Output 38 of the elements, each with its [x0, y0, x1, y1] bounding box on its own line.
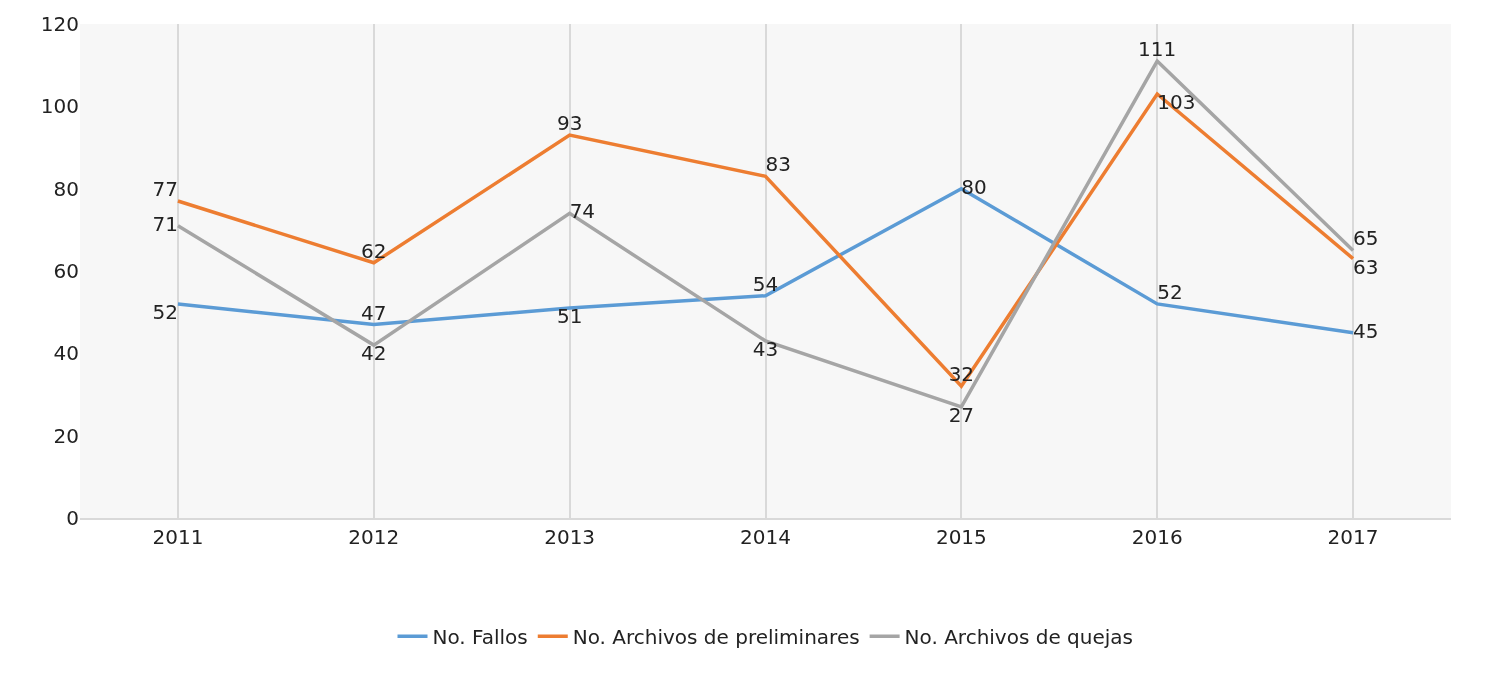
y-tick-label: 20	[53, 423, 79, 448]
data-label: 74	[569, 199, 596, 224]
x-tick-label: 2011	[152, 525, 204, 549]
y-tick-label: 60	[53, 259, 79, 283]
line-series	[176, 59, 1355, 409]
legend-label: No. Archivos de preliminares	[572, 625, 860, 650]
x-tick-label: 2016	[1131, 525, 1183, 549]
data-label: 52	[1157, 279, 1183, 304]
x-tick-label: 2015	[935, 525, 987, 549]
data-label: 45	[1353, 318, 1379, 343]
legend-label: No. Archivos de quejas	[904, 625, 1133, 650]
data-label: 80	[961, 174, 987, 199]
y-tick-label: 80	[53, 176, 79, 201]
y-tick-label: 120	[40, 12, 79, 36]
data-label: 111	[1138, 37, 1177, 62]
data-label: 47	[361, 300, 387, 325]
data-label: 54	[752, 271, 779, 296]
data-label: 62	[361, 238, 387, 263]
legend-label: No. Fallos	[432, 625, 528, 650]
data-label: 71	[152, 211, 178, 236]
data-label: 52	[152, 299, 178, 324]
data-label: 63	[1353, 254, 1379, 279]
x-tick-label: 2014	[740, 525, 791, 549]
y-tick-label: 0	[66, 506, 79, 530]
data-label: 42	[361, 341, 387, 366]
y-tick-label: 100	[40, 94, 79, 119]
line-series	[176, 92, 1355, 389]
data-label: 83	[765, 152, 791, 177]
data-label: 51	[556, 304, 583, 329]
data-label: 27	[948, 402, 975, 427]
data-label: 77	[152, 177, 178, 202]
x-tick-label: 2012	[348, 525, 400, 549]
x-tick-label: 2013	[544, 525, 596, 549]
data-label: 65	[1353, 226, 1379, 251]
data-label: 43	[752, 336, 779, 361]
y-tick-label: 40	[53, 341, 79, 366]
x-tick-label: 2017	[1327, 525, 1379, 549]
data-label: 93	[556, 111, 583, 136]
